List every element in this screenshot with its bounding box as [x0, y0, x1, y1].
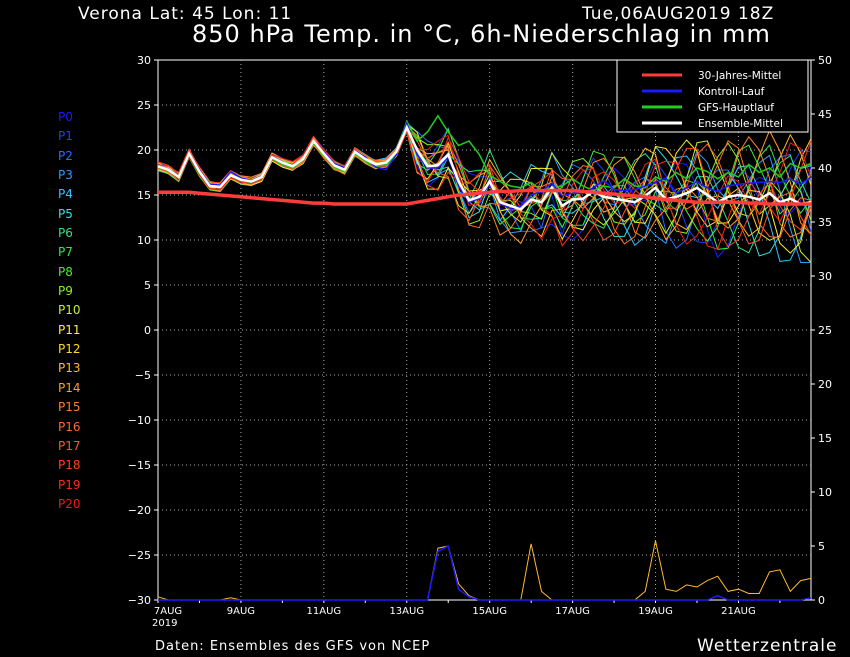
member-label-p15: P15 — [58, 400, 81, 415]
y-tick-label-right: 15 — [818, 432, 832, 445]
y-tick-label-left: 10 — [137, 234, 151, 247]
ensemble-member-line — [157, 123, 812, 239]
member-label-p2: P2 — [58, 148, 73, 163]
y-tick-label-left: 15 — [137, 189, 151, 202]
member-label-p5: P5 — [58, 206, 73, 221]
member-label-p9: P9 — [58, 284, 73, 299]
x-tick-label: 19AUG — [638, 606, 673, 617]
legend-box — [616, 59, 809, 133]
member-label-p7: P7 — [58, 245, 73, 260]
y-tick-label-right: 10 — [818, 486, 832, 499]
y-tick-label-left: 0 — [144, 324, 151, 337]
y-tick-label-left: −25 — [128, 549, 151, 562]
y-tick-label-right: 40 — [818, 162, 832, 175]
y-tick-label-right: 30 — [818, 270, 832, 283]
member-label-p16: P16 — [58, 419, 81, 434]
ensemble-member-line — [157, 124, 812, 249]
member-label-p10: P10 — [58, 303, 81, 318]
x-tick-label: 13AUG — [389, 606, 424, 617]
ensemble-mean-line — [157, 124, 812, 211]
member-label-p18: P18 — [58, 458, 81, 473]
ensemble-member-line — [157, 128, 812, 245]
member-label-p11: P11 — [58, 322, 81, 337]
legend-label: GFS-Hauptlauf — [698, 102, 774, 114]
member-label-p17: P17 — [58, 438, 81, 453]
x-tick-label: 17AUG — [555, 606, 590, 617]
x-tick-label: 21AUG — [721, 606, 756, 617]
y-tick-label-right: 25 — [818, 324, 832, 337]
member-label-p13: P13 — [58, 361, 81, 376]
y-tick-label-left: −5 — [135, 369, 151, 382]
x-tick-label: 7AUG — [154, 606, 182, 617]
y-tick-label-left: −20 — [128, 504, 151, 517]
member-label-p1: P1 — [58, 129, 73, 144]
member-label-p4: P4 — [58, 187, 73, 202]
chart-title: 850 hPa Temp. in °C, 6h-Niederschlag in … — [192, 20, 771, 48]
y-tick-label-right: 5 — [818, 540, 825, 553]
data-source-label: Daten: Ensembles des GFS von NCEP — [155, 639, 431, 654]
member-label-p14: P14 — [58, 380, 81, 395]
x-tick-label: 15AUG — [472, 606, 507, 617]
y-tick-label-left: −30 — [128, 594, 151, 607]
location-label: Verona Lat: 45 Lon: 11 — [78, 4, 293, 24]
member-label-p8: P8 — [58, 264, 73, 279]
y-tick-label-left: −10 — [128, 414, 151, 427]
y-tick-label-right: 20 — [818, 378, 832, 391]
member-label-p20: P20 — [58, 496, 81, 511]
y-tick-label-left: 5 — [144, 279, 151, 292]
member-label-p19: P19 — [58, 477, 81, 492]
x-tick-label: 9AUG — [227, 606, 255, 617]
ensemble-member-line — [157, 130, 812, 241]
member-label-p0: P0 — [58, 110, 73, 124]
y-tick-label-left: 30 — [137, 54, 151, 67]
run-date-label: Tue,06AUG2019 18Z — [582, 4, 775, 24]
x-year-label: 2019 — [152, 618, 177, 629]
y-tick-label-right: 45 — [818, 108, 832, 121]
y-tick-label-left: 20 — [137, 144, 151, 157]
brand-label: Wetterzentrale — [697, 636, 838, 656]
climatology-line — [158, 188, 811, 206]
precip-max-line — [157, 540, 812, 601]
legend-label: Kontroll-Lauf — [698, 86, 765, 98]
member-list: P0 P1 P2 P3 P4 P5 P6 P7 P8 P9 P10 P11 P12 P13 P14 P15 P1… — [58, 108, 81, 514]
y-tick-label-right: 0 — [818, 594, 825, 607]
legend-label: Ensemble-Mittel — [698, 118, 783, 130]
x-tick-label: 11AUG — [307, 606, 342, 617]
y-tick-label-right: 35 — [818, 216, 832, 229]
y-tick-label-left: −15 — [128, 459, 151, 472]
y-tick-label-left: 25 — [137, 99, 151, 112]
legend-label: 30-Jahres-Mittel — [698, 70, 781, 82]
member-label-p12: P12 — [58, 342, 81, 357]
member-label-p3: P3 — [58, 168, 73, 183]
plot-frame — [157, 59, 812, 601]
precip-control-line — [158, 544, 812, 601]
y-tick-label-right: 50 — [818, 54, 832, 67]
member-label-p6: P6 — [58, 226, 73, 241]
legend: 30-Jahres-Mittel Kontroll-Lauf GFS-Hauptla… — [616, 59, 809, 133]
